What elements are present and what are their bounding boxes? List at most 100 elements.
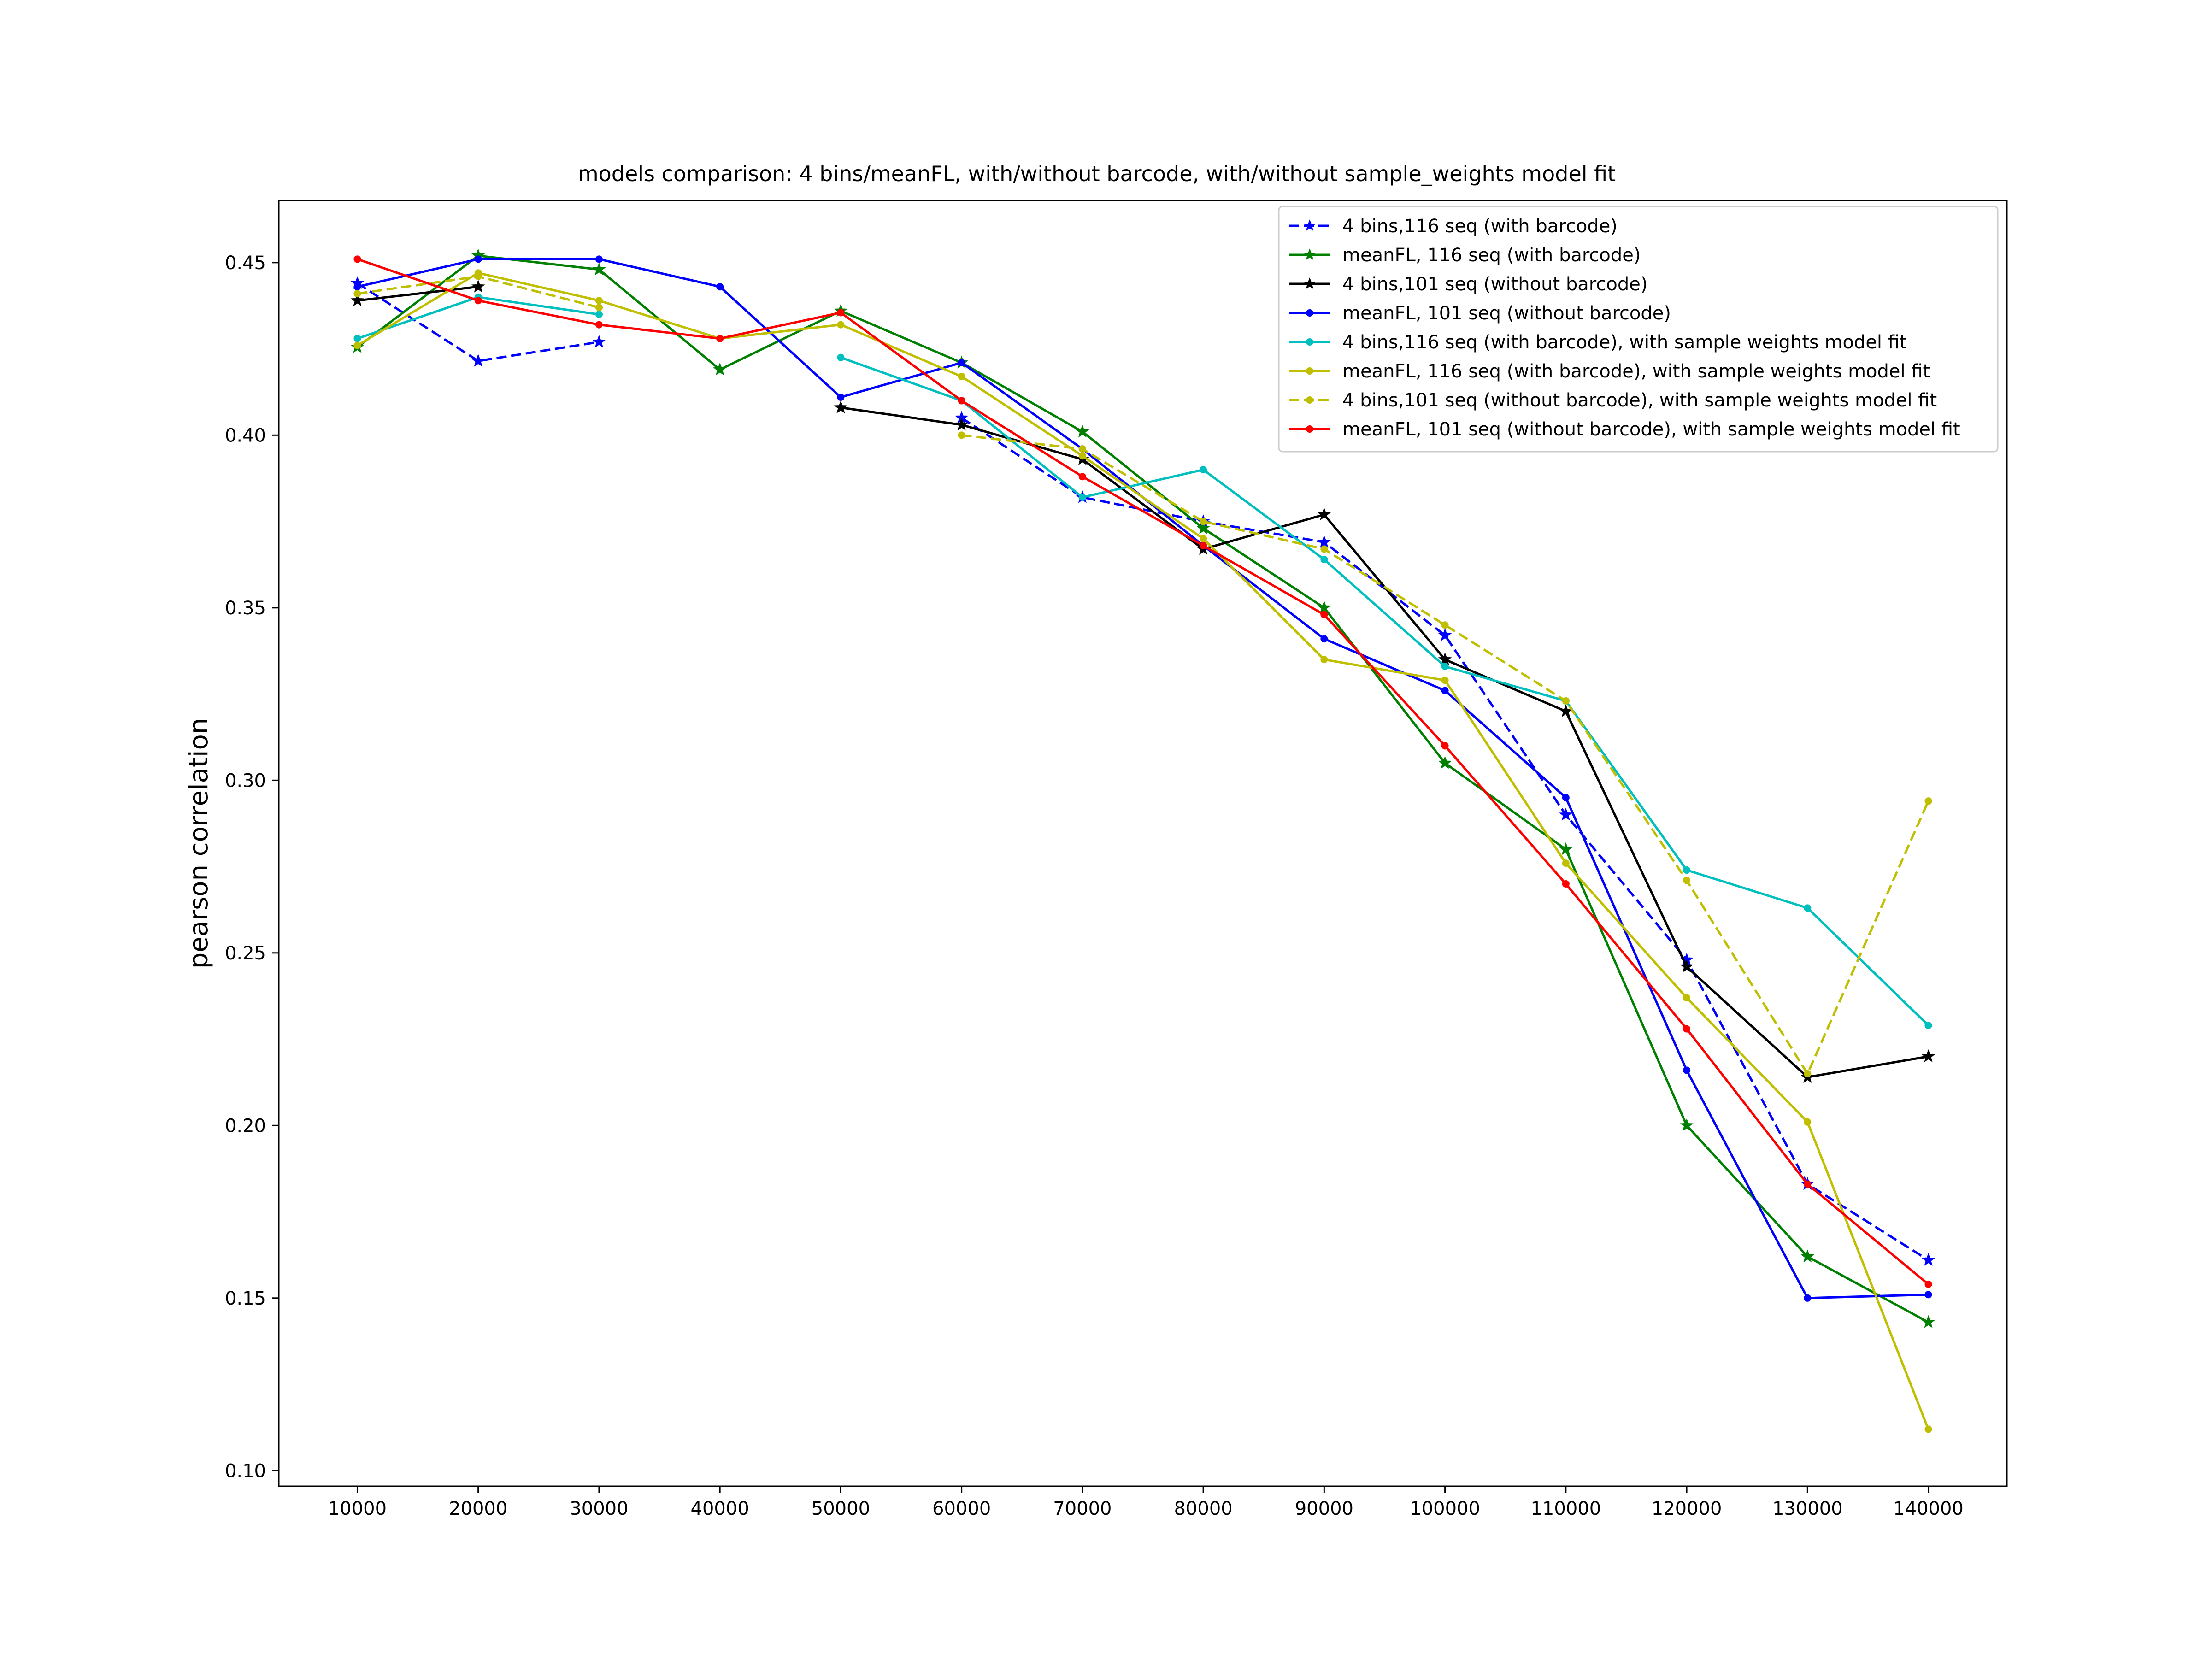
series-line (961, 417, 1929, 1261)
data-point (1076, 424, 1089, 438)
series-line (357, 258, 1930, 1285)
data-point (1438, 652, 1452, 665)
data-point (1800, 1249, 1814, 1263)
data-point (353, 255, 361, 263)
data-point (595, 255, 603, 263)
data-point (958, 397, 965, 405)
data-point (1441, 677, 1449, 684)
data-point (716, 283, 724, 291)
data-point (1683, 866, 1691, 874)
data-point (1804, 1180, 1812, 1188)
series-7 (353, 272, 1932, 1077)
legend-box (1278, 206, 1999, 453)
data-point (1804, 1118, 1812, 1126)
data-point (1804, 1070, 1812, 1077)
legend-marker (1306, 309, 1313, 317)
data-point (595, 304, 603, 312)
data-point (1441, 663, 1449, 671)
plot-frame (278, 200, 2008, 1487)
data-point (1196, 521, 1210, 535)
data-point (471, 353, 485, 367)
x-axis: 10000 20000 30000 40000 50000 60000 70000 80000… (328, 1486, 1964, 1519)
data-point (1317, 507, 1331, 521)
data-point (1562, 794, 1570, 801)
data-point (1680, 959, 1694, 973)
data-point (1200, 466, 1207, 474)
y-axis: 0.10 0.15 0.20 0.25 0.30 0.35 0.40 0.45 (225, 253, 279, 1482)
series-layer (350, 248, 1936, 1433)
legend-label: meanFL, 116 seq (with barcode) (1342, 245, 1641, 266)
data-point (1438, 756, 1452, 769)
x-tick-label: 120000 (1652, 1498, 1722, 1519)
data-point (353, 283, 361, 291)
data-point (1804, 1294, 1812, 1302)
data-point (1924, 797, 1932, 805)
series-8 (353, 255, 1932, 1288)
data-point (1320, 611, 1328, 618)
data-point (595, 297, 603, 305)
data-point (1921, 1253, 1936, 1266)
y-tick-label: 0.10 (225, 1460, 266, 1482)
data-point (471, 279, 485, 293)
data-point (1562, 697, 1570, 705)
data-point (1320, 545, 1328, 553)
x-tick-label: 10000 (328, 1498, 387, 1519)
x-tick-label: 130000 (1772, 1498, 1843, 1519)
data-point (1683, 877, 1691, 884)
x-tick-label: 80000 (1174, 1498, 1232, 1519)
data-point (716, 335, 724, 342)
x-tick-label: 70000 (1053, 1498, 1112, 1519)
data-point (1562, 859, 1570, 867)
data-point (353, 290, 361, 298)
data-point (1924, 1022, 1932, 1030)
x-tick-label: 140000 (1893, 1498, 1964, 1519)
x-tick-label: 30000 (570, 1498, 628, 1519)
legend: 4 bins,116 seq (with barcode) meanFL, 116… (1278, 206, 1999, 453)
data-point (837, 321, 845, 329)
y-tick-label: 0.25 (225, 943, 266, 964)
data-point (595, 311, 603, 318)
data-point (1559, 807, 1573, 821)
data-point (474, 297, 482, 305)
series-line (357, 282, 600, 362)
data-point (1078, 452, 1086, 460)
data-point (1320, 656, 1328, 664)
y-tick-label: 0.45 (225, 253, 266, 274)
series-line (356, 254, 1929, 1324)
y-tick-label: 0.15 (225, 1288, 266, 1309)
data-point (1441, 742, 1449, 750)
data-point (1921, 1049, 1936, 1062)
data-point (1921, 1315, 1936, 1328)
data-point (1804, 904, 1812, 912)
data-point (713, 362, 727, 376)
x-tick-label: 50000 (812, 1498, 870, 1519)
data-point (595, 321, 603, 329)
legend-label: meanFL, 101 seq (without barcode), with … (1342, 419, 1960, 440)
x-tick-label: 40000 (691, 1498, 749, 1519)
plot-area (278, 200, 2008, 1487)
series-5 (353, 293, 1932, 1030)
data-point (1078, 494, 1086, 501)
data-point (474, 272, 482, 280)
y-tick-label: 0.20 (225, 1115, 266, 1136)
data-point (474, 255, 482, 263)
data-point (1683, 1025, 1691, 1033)
legend-label: 4 bins,101 seq (without barcode), with s… (1342, 390, 1937, 411)
data-point (1438, 628, 1452, 641)
legend-marker (1306, 425, 1313, 433)
y-tick-label: 0.40 (225, 425, 266, 446)
series-line (357, 285, 478, 302)
data-point (1320, 635, 1328, 643)
data-point (1317, 535, 1331, 548)
x-tick-label: 20000 (449, 1498, 507, 1519)
series-line (961, 434, 1930, 1075)
data-point (837, 393, 845, 401)
data-point (837, 353, 845, 361)
series-6 (353, 269, 1932, 1433)
data-point (1320, 555, 1328, 563)
legend-marker (1303, 277, 1316, 289)
data-point (592, 335, 606, 348)
legend-marker (1306, 396, 1313, 404)
x-tick-label: 100000 (1410, 1498, 1480, 1519)
